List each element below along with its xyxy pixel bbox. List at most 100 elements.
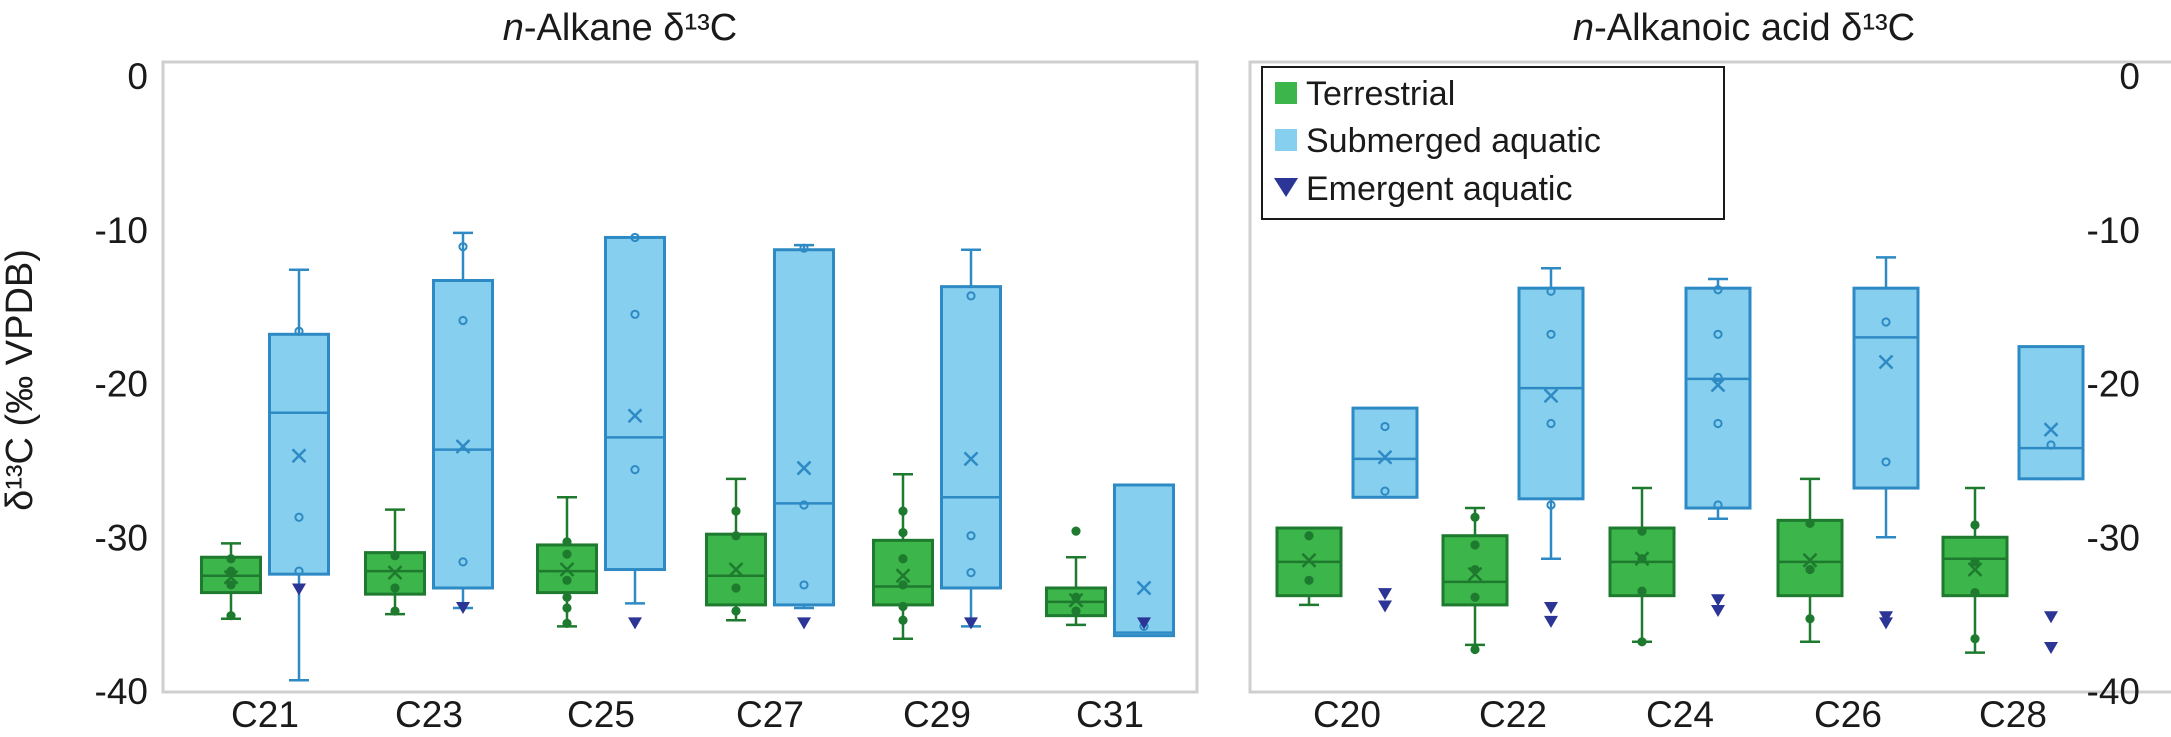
terrestrial-data-point [562, 537, 572, 547]
alkane-x-tick-label: C31 [1076, 694, 1144, 732]
legend-label-emergent: Emergent aquatic [1306, 170, 1573, 208]
submerged-mean-marker [1377, 449, 1393, 465]
emergent-triangle-marker [1879, 617, 1893, 630]
submerged-mean-marker [1543, 388, 1559, 404]
terrestrial-data-point [1805, 614, 1815, 624]
submerged-data-point [1380, 421, 1390, 432]
emergent-triangle-marker [1544, 615, 1558, 628]
terrestrial-mean-marker [1301, 552, 1317, 568]
submerged-mean-marker [627, 408, 643, 424]
terrestrial-box [872, 538, 934, 607]
terrestrial-data-point [390, 583, 400, 593]
alkanoic-marks [1275, 256, 2085, 655]
terrestrial-data-point [731, 583, 741, 593]
terrestrial-box [1941, 535, 2009, 598]
alkanoic-plot-frame [1248, 60, 2171, 694]
alkanoic-x-tick-label: C26 [1814, 694, 1882, 732]
terrestrial-data-point [731, 606, 741, 616]
terrestrial-data-point [1071, 606, 1081, 616]
terrestrial-data-point [1637, 637, 1647, 647]
submerged-mean-marker [1710, 377, 1726, 393]
terrestrial-data-point [1805, 518, 1815, 529]
legend-label-terrestrial: Terrestrial [1306, 75, 1455, 113]
submerged-mean-marker [2043, 422, 2059, 438]
alkane-y-ticks: 0 -10 -20 -30 -40 [95, 56, 148, 712]
alkane-x-tick-label: C25 [567, 694, 635, 732]
terrestrial-data-point [898, 528, 908, 538]
alkanoic-title-rest: -Alkanoic acid δ¹³C [1594, 7, 1915, 49]
submerged-box [1517, 286, 1585, 501]
alkanoic-x-tick-label: C28 [1979, 694, 2047, 732]
emergent-triangle-marker [1711, 605, 1725, 618]
legend-label-submerged: Submerged aquatic [1306, 122, 1601, 160]
alkane-y-tick-label: -30 [95, 517, 148, 558]
terrestrial-data-point [390, 551, 400, 561]
alkanoic-y-tick-label: -10 [2087, 210, 2140, 251]
alkanoic-x-tick-label: C20 [1313, 694, 1381, 732]
alkanoic-title-prefix: n [1573, 7, 1594, 49]
terrestrial-data-point [1805, 564, 1815, 575]
emergent-triangle-marker [1879, 611, 1893, 624]
alkane-panel: n-Alkane δ¹³C 0 -10 -20 -30 -40 C21 C23 C25 C27… [95, 7, 1199, 735]
submerged-box [773, 248, 835, 607]
submerged-box [604, 235, 666, 572]
alkane-chart-title: n-Alkane δ¹³C [503, 7, 737, 49]
submerged-data-point [1713, 500, 1723, 510]
terrestrial-data-point [1071, 526, 1081, 536]
submerged-data-point [1546, 500, 1556, 510]
submerged-data-point [1713, 372, 1723, 382]
terrestrial-data-point [226, 611, 236, 621]
terrestrial-mean-marker [895, 568, 911, 584]
emergent-triangle-marker [1378, 600, 1392, 613]
terrestrial-data-point [1470, 540, 1480, 550]
submerged-box [1684, 286, 1752, 510]
submerged-data-point [458, 242, 468, 252]
submerged-mean-marker [455, 439, 471, 454]
submerged-data-point [799, 580, 809, 590]
alkanoic-x-tick-label: C22 [1479, 694, 1547, 732]
terrestrial-data-point [562, 603, 572, 613]
submerged-data-point [1713, 418, 1723, 429]
terrestrial-mean-marker [223, 569, 239, 585]
terrestrial-data-point [226, 566, 236, 576]
alkane-x-ticks: C21 C23 C25 C27 C29 C31 [231, 694, 1144, 735]
alkanoic-x-ticks: C20 C22 C24 C26 C28 [1313, 694, 2047, 735]
alkanoic-y-tick-label: 0 [2119, 56, 2140, 97]
emergent-triangle-marker [628, 617, 642, 630]
terrestrial-data-point [731, 531, 741, 541]
alkanoic-x-tick-label: C24 [1646, 694, 1714, 732]
submerged-data-point [294, 326, 304, 336]
legend-box [1261, 66, 1725, 220]
emergent-triangle-marker [964, 617, 978, 630]
alkane-title-rest: -Alkane δ¹³C [524, 7, 737, 49]
submerged-data-point [458, 557, 468, 567]
submerged-data-point [1546, 329, 1556, 339]
terrestrial-data-point [1970, 634, 1980, 644]
terrestrial-data-point [1970, 588, 1980, 598]
terrestrial-box [1776, 518, 1844, 598]
alkane-y-tick-label: -40 [95, 671, 148, 712]
submerged-data-point [1380, 486, 1390, 496]
alkanoic-y-tick-label: -40 [2087, 671, 2140, 712]
alkane-plot-frame [161, 60, 1199, 694]
submerged-data-point [2046, 440, 2056, 450]
terrestrial-data-point [1304, 575, 1314, 585]
terrestrial-data-point [731, 506, 741, 516]
submerged-data-point [1881, 317, 1891, 327]
emergent-triangle-marker [2044, 611, 2058, 624]
terrestrial-data-point [1304, 531, 1314, 541]
submerged-data-point [1881, 457, 1891, 467]
terrestrial-data-point [226, 580, 236, 590]
emergent-triangle-marker [1544, 601, 1558, 614]
emergent-triangle-marker [1137, 617, 1151, 630]
terrestrial-data-point [1470, 512, 1480, 522]
alkanoic-panel: n-Alkanoic acid δ¹³C 0-10-20-30-40 C20 C2… [1248, 7, 2171, 735]
terrestrial-data-point [1470, 592, 1480, 602]
submerged-data-point [294, 566, 304, 576]
terrestrial-data-point [898, 506, 908, 516]
alkane-y-tick-label: 0 [127, 56, 148, 97]
alkane-title-prefix: n [503, 7, 524, 49]
terrestrial-data-point [898, 554, 908, 564]
